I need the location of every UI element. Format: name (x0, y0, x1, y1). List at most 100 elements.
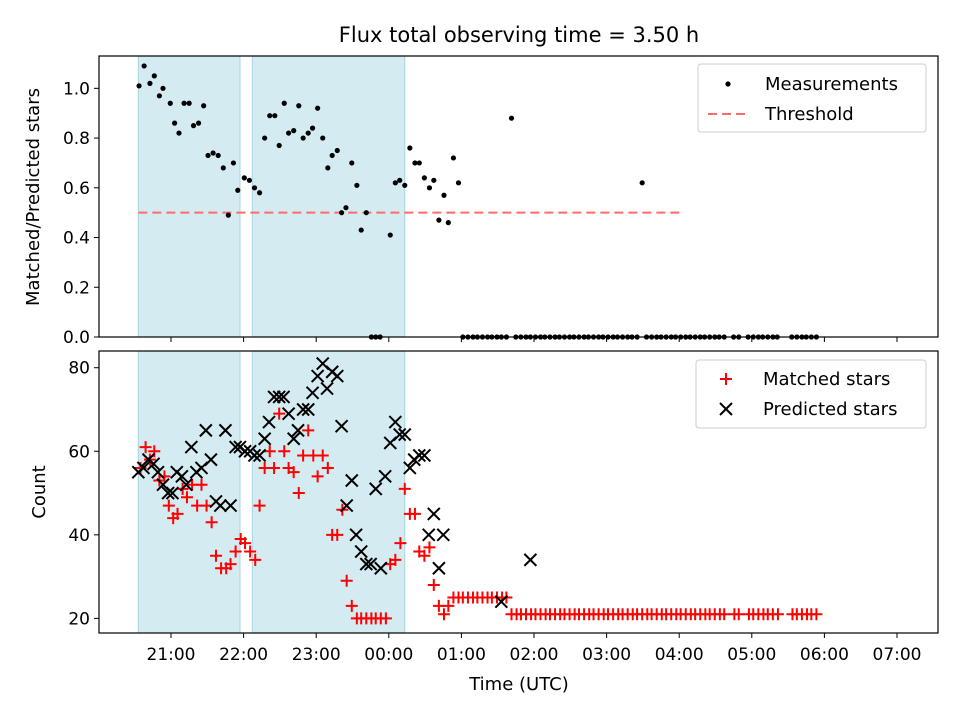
matched-star-point (158, 470, 171, 483)
predicted-star-point (199, 423, 213, 438)
legend: Matched stars Predicted stars (695, 359, 927, 429)
legend: Measurements Threshold (697, 63, 927, 133)
measurement-point (421, 175, 427, 181)
measurement-point (220, 165, 226, 171)
matched-star-point (418, 549, 431, 562)
matched-star-point (249, 553, 262, 566)
x-tick-label: 03:00 (582, 645, 631, 665)
predicted-star-point (213, 498, 228, 513)
measurement-point (431, 177, 437, 183)
predicted-star-point (276, 390, 291, 404)
predicted-star-point (374, 561, 388, 575)
matched-star-point (389, 553, 402, 566)
measurement-point (416, 160, 422, 166)
x-tick-label: 07:00 (873, 645, 922, 665)
legend-label-matched: Matched stars (763, 369, 890, 390)
predicted-star-point (305, 386, 320, 400)
y-tick-label: 1.0 (63, 79, 90, 99)
measurement-point (136, 83, 142, 89)
predicted-star-point (301, 402, 315, 417)
x-tick-label: 21:00 (147, 645, 196, 665)
matched-star-point (171, 507, 184, 520)
measurement-point (436, 217, 442, 223)
measurement-point (190, 123, 197, 129)
predicted-star-point (151, 465, 165, 479)
legend-box (697, 63, 927, 133)
measurement-point (639, 180, 645, 186)
legend-label-predicted: Predicted stars (763, 399, 897, 420)
shaded-span (251, 55, 406, 338)
measurement-point (309, 125, 316, 131)
x-tick-label: 22:00 (219, 645, 268, 665)
predicted-star-point (161, 486, 175, 500)
measurement-point (167, 100, 173, 106)
predicted-star-point (281, 406, 296, 421)
measurement-point (281, 100, 287, 106)
predicted-star-point (422, 528, 436, 542)
predicted-star-point (272, 390, 286, 404)
x-tick-label: 01:00 (437, 645, 486, 665)
shaded-span (137, 350, 241, 634)
matched-star-point (253, 499, 266, 512)
matched-star-point (423, 541, 436, 554)
predicted-star-point (349, 528, 363, 542)
matched-star-point (311, 470, 324, 483)
predicted-star-point (218, 423, 233, 438)
flux-ratio-panel: Flux total observing time = 3.50 h 0.00.… (23, 23, 939, 348)
matched-star-point (224, 558, 237, 571)
predicted-star-point (291, 423, 305, 438)
predicted-star-point (223, 498, 238, 513)
y-tick-label: 0.0 (63, 328, 90, 348)
predicted-star-point (136, 461, 151, 475)
measurement-point (210, 150, 216, 156)
measurement-point (241, 175, 247, 181)
matched-star-point (427, 578, 440, 591)
matched-star-point (195, 478, 208, 491)
measurement-point (508, 115, 515, 121)
measurement-point (296, 103, 302, 109)
measurement-point (267, 113, 273, 119)
matched-star-point (268, 461, 281, 474)
matched-star-point (244, 545, 257, 558)
matched-star-point (394, 537, 407, 550)
measurement-point (147, 80, 153, 86)
measurement-point (315, 105, 321, 111)
matched-star-point (718, 608, 731, 621)
predicted-star-point (286, 432, 301, 446)
measurement-point (205, 152, 211, 159)
predicted-star-point (228, 440, 243, 454)
matched-star-point (210, 549, 223, 562)
predicted-star-point (345, 473, 359, 488)
y-tick-label: 0.8 (63, 129, 90, 149)
x-tick-label: 00:00 (364, 645, 413, 665)
measurement-point (397, 177, 403, 183)
predicted-star-point (436, 528, 450, 542)
measurement-point (195, 120, 202, 126)
measurement-point (354, 182, 360, 188)
x-tick-label: 05:00 (727, 645, 776, 665)
predicted-star-point (320, 381, 334, 396)
measurement-point (325, 165, 331, 171)
matched-star-point (148, 445, 161, 458)
y-axis-label: Matched/Predicted stars (23, 88, 44, 306)
predicted-star-point (334, 419, 349, 433)
predicted-star-point (179, 477, 193, 492)
measurement-point (186, 100, 192, 106)
predicted-star-point (252, 448, 267, 463)
predicted-star-point (310, 369, 325, 383)
legend-box (695, 359, 927, 429)
measurement-point (286, 130, 292, 136)
shaded-span (137, 55, 241, 338)
measurement-point (246, 177, 253, 183)
measurement-point (262, 135, 268, 141)
measurement-point (329, 152, 335, 159)
predicted-star-point (412, 448, 426, 463)
legend-marker-matched (720, 373, 732, 385)
measurement-point (343, 205, 349, 211)
y-tick-label: 0.4 (63, 229, 90, 249)
matched-star-point (732, 608, 745, 621)
measurement-point (291, 128, 297, 134)
x-tick-label: 06:00 (800, 645, 849, 665)
measurement-point (412, 160, 418, 166)
predicted-star-point (369, 482, 383, 496)
